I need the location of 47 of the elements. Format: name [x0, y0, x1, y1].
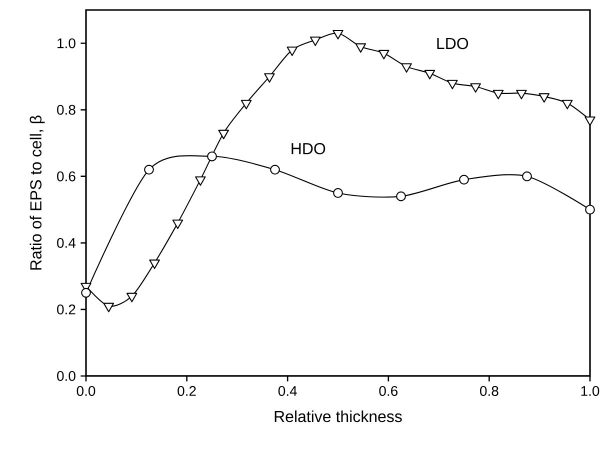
point: [516, 90, 527, 100]
point: [172, 220, 184, 230]
point: [522, 171, 532, 182]
point: [310, 36, 321, 46]
series-label: LDO: [437, 38, 468, 50]
point: [447, 80, 458, 90]
point: [240, 100, 252, 110]
point: [396, 191, 406, 202]
y-tick-label: 0.2: [57, 304, 76, 314]
point: [333, 188, 343, 198]
point: [286, 46, 298, 56]
y-tick-label: 0.4: [57, 238, 76, 248]
x-tick-label: 0.0: [76, 386, 96, 396]
y-axis-title: Ratio of EPS to cell, β: [30, 116, 45, 270]
x-tick-label: 0.8: [480, 386, 498, 396]
point: [355, 43, 366, 53]
point: [424, 70, 436, 80]
point: [459, 174, 469, 185]
point: [81, 288, 91, 298]
point: [562, 100, 573, 110]
point: [538, 93, 550, 103]
x-tick-label: 0.6: [379, 386, 398, 396]
y-tick-label: 0.6: [57, 171, 76, 182]
x-tick-label: 0.2: [178, 386, 196, 396]
y-tick-label: 0.0: [57, 371, 76, 381]
x-tick-label: 1.0: [581, 386, 600, 396]
point: [264, 73, 275, 83]
point: [492, 90, 504, 100]
series-label: HDO: [292, 143, 326, 154]
x-axis-title: Relative thickness: [274, 410, 402, 422]
point: [332, 30, 344, 40]
point: [207, 151, 217, 162]
point: [378, 50, 390, 60]
point: [270, 164, 280, 175]
point: [585, 204, 595, 215]
x-tick-label: 0.4: [278, 386, 297, 396]
point: [144, 164, 154, 175]
point: [103, 302, 114, 312]
y-tick-label: 1.0: [58, 38, 76, 48]
point: [470, 83, 481, 93]
point: [401, 63, 412, 73]
y-tick-label: 0.8: [57, 104, 76, 115]
point: [584, 116, 596, 126]
point: [149, 260, 160, 269]
point: [126, 292, 138, 302]
point: [195, 176, 206, 186]
point: [218, 130, 229, 140]
